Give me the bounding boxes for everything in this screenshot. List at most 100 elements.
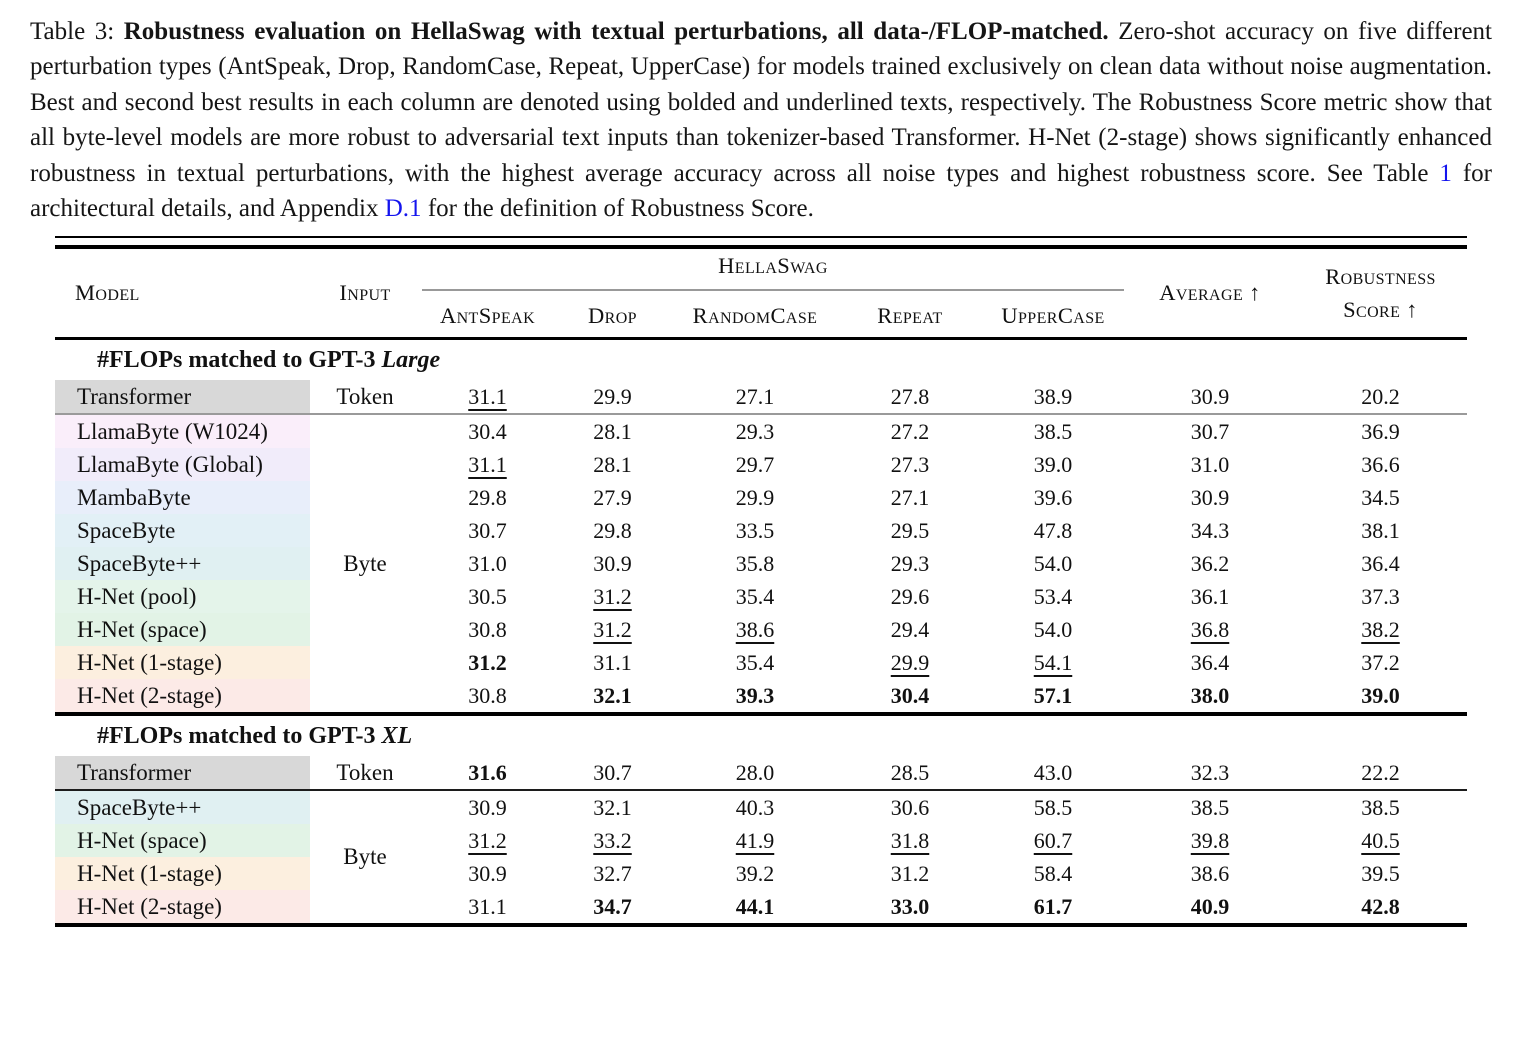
value: 39.8 — [1190, 827, 1230, 853]
value: 40.5 — [1361, 827, 1400, 853]
value: 31.2 — [468, 649, 507, 675]
value-cell: 30.9 — [1126, 481, 1294, 514]
value-cell: 39.5 — [1294, 857, 1467, 890]
value-cell: 38.6 — [1126, 857, 1294, 890]
value: 38.5 — [1190, 794, 1230, 820]
value: 20.2 — [1361, 383, 1400, 409]
value-cell: 30.7 — [555, 756, 670, 792]
value: 40.9 — [1190, 893, 1230, 919]
value-cell: 38.9 — [980, 380, 1127, 416]
robustness-header-line1: Robustness — [1325, 264, 1436, 290]
value-cell: 36.4 — [1126, 646, 1294, 679]
value-cell: 32.3 — [1126, 756, 1295, 792]
value-cell: 32.7 — [555, 857, 670, 890]
value: 61.7 — [1033, 893, 1073, 919]
value: 38.9 — [1033, 383, 1073, 409]
input-cell-byte: Byte — [343, 550, 387, 576]
value: 35.4 — [735, 583, 775, 609]
value-cell: 37.3 — [1294, 580, 1467, 613]
value-cell: 30.7 — [420, 514, 555, 547]
col-header-drop: Drop — [588, 303, 637, 329]
value-cell: 30.7 — [1126, 414, 1294, 448]
value-cell: 27.3 — [840, 448, 980, 481]
value-cell: 41.9 — [670, 824, 840, 857]
value: 32.1 — [593, 682, 632, 708]
value-cell: 58.5 — [980, 790, 1126, 824]
value: 54.0 — [1033, 550, 1073, 576]
model-name-cell: H-Net (space) — [55, 613, 310, 647]
value-cell: 37.2 — [1294, 646, 1467, 679]
value: 29.8 — [468, 484, 507, 510]
value-cell: 43.0 — [980, 756, 1127, 792]
value: 29.7 — [735, 451, 775, 477]
model-name-cell: MambaByte — [55, 481, 310, 515]
value: 27.3 — [890, 451, 930, 477]
value: 30.5 — [468, 583, 507, 609]
model-name-cell: Transformer — [55, 756, 310, 792]
value-cell: 39.2 — [670, 857, 840, 890]
value: 29.3 — [890, 550, 930, 576]
model-name-cell: H-Net (space) — [55, 824, 310, 858]
section-header-row: #FLOPs matched to GPT-3 XL — [55, 712, 1468, 757]
value: 34.5 — [1361, 484, 1400, 510]
value: 30.8 — [468, 682, 507, 708]
value-cell: 31.2 — [420, 824, 555, 857]
value-cell: 29.9 — [555, 380, 670, 416]
value-cell: 20.2 — [1294, 380, 1468, 416]
col-header-robustness: Robustness Score ↑ — [1294, 247, 1467, 339]
value-cell: 27.8 — [840, 380, 980, 416]
value-cell: 58.4 — [980, 857, 1126, 890]
value: 31.0 — [1190, 451, 1230, 477]
value-cell: 29.3 — [840, 547, 980, 580]
value: 38.0 — [1190, 682, 1230, 708]
value: 29.8 — [593, 517, 632, 543]
value-cell: 30.4 — [840, 679, 980, 714]
value: 29.6 — [890, 583, 930, 609]
value: 27.9 — [593, 484, 632, 510]
value-cell: 29.5 — [840, 514, 980, 547]
model-name-cell: H-Net (2-stage) — [55, 679, 310, 715]
table-row: Transformer Token 31.1 29.9 27.1 27.8 38.9 30.9… — [55, 380, 1468, 416]
value: 27.1 — [890, 484, 930, 510]
value: 39.5 — [1361, 860, 1400, 886]
value-cell: 36.4 — [1294, 547, 1467, 580]
caption-label: Table 3: — [30, 18, 124, 45]
col-header-input: Input — [339, 280, 391, 306]
link-table-1[interactable]: 1 — [1439, 159, 1452, 187]
link-appendix-d1[interactable]: D.1 — [384, 195, 422, 223]
value-cell: 35.4 — [670, 580, 840, 613]
value-cell: 28.0 — [670, 756, 840, 792]
value-cell: 29.6 — [840, 580, 980, 613]
input-cell-byte: Byte — [343, 844, 387, 870]
value: 32.7 — [593, 860, 632, 886]
value-cell: 31.1 — [420, 890, 555, 925]
value-cell: 54.0 — [980, 547, 1126, 580]
value-cell: 31.0 — [1126, 448, 1294, 481]
value: 39.6 — [1033, 484, 1073, 510]
value-cell: 34.5 — [1294, 481, 1467, 514]
value: 31.1 — [468, 893, 507, 919]
results-table-wrap: Model Input HellaSwag Average ↑ Robustne… — [55, 236, 1468, 928]
value-cell: 30.5 — [420, 580, 555, 613]
value-cell: 36.6 — [1294, 448, 1467, 481]
value-cell: 38.2 — [1294, 613, 1467, 646]
col-header-repeat: Repeat — [877, 303, 943, 329]
value-cell: 30.9 — [420, 790, 555, 824]
value-cell: 31.2 — [555, 580, 670, 613]
value-cell: 54.1 — [980, 646, 1126, 679]
value-cell: 31.2 — [840, 857, 980, 890]
value: 27.8 — [890, 383, 930, 409]
value-cell: 29.9 — [670, 481, 840, 514]
value-cell: 38.0 — [1126, 679, 1294, 714]
value: 34.7 — [593, 893, 632, 919]
table-row: H-Net (pool) 30.5 31.2 35.4 29.6 53.4 36.1 37.3 — [55, 580, 1467, 614]
value: 53.4 — [1033, 583, 1073, 609]
robustness-header-line2: Score ↑ — [1343, 297, 1418, 323]
value-cell: 61.7 — [980, 890, 1126, 925]
value: 39.3 — [735, 682, 775, 708]
value: 31.0 — [468, 550, 507, 576]
table-caption: Table 3: Robustness evaluation on HellaS… — [30, 14, 1492, 226]
value-cell: 39.8 — [1126, 824, 1294, 857]
value: 38.1 — [1361, 517, 1400, 543]
value-cell: 36.2 — [1126, 547, 1294, 580]
